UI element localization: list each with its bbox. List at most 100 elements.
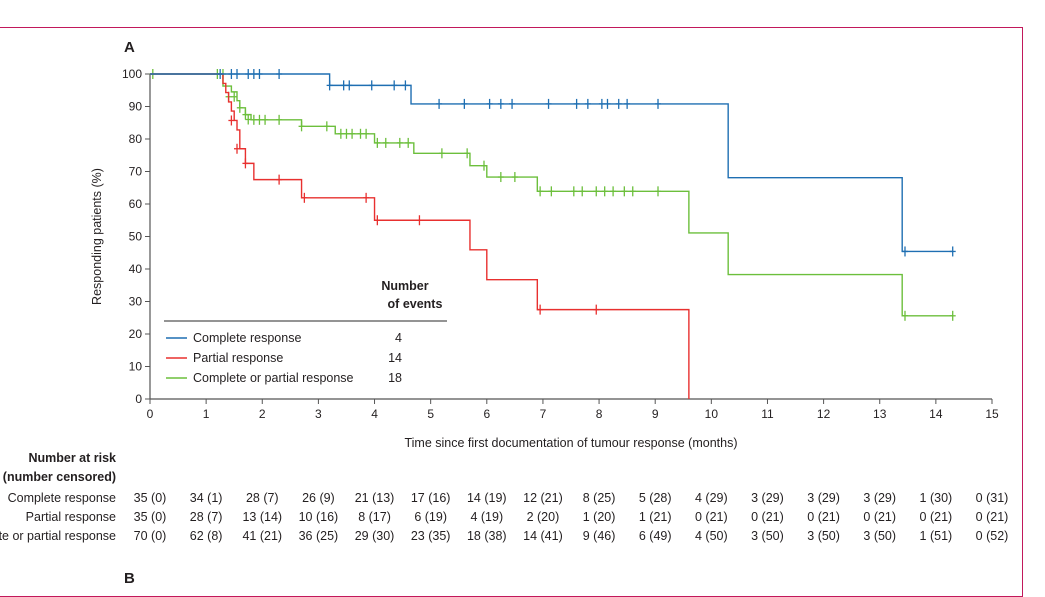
- risk-cell: 4 (29): [695, 491, 728, 505]
- x-tick-label: 11: [761, 407, 774, 421]
- y-tick-label: 90: [129, 100, 143, 114]
- risk-cell: 36 (25): [299, 529, 339, 543]
- risk-cell: 35 (0): [134, 510, 167, 524]
- risk-cell: 41 (21): [242, 529, 282, 543]
- y-tick-label: 50: [129, 230, 143, 244]
- risk-cell: 26 (9): [302, 491, 335, 505]
- risk-cell: 10 (16): [299, 510, 339, 524]
- risk-cell: 0 (21): [807, 510, 840, 524]
- y-tick-label: 60: [129, 197, 143, 211]
- x-tick-label: 8: [596, 407, 603, 421]
- risk-cell: 3 (50): [863, 529, 896, 543]
- x-tick-label: 4: [371, 407, 378, 421]
- x-tick-label: 7: [540, 407, 547, 421]
- risk-cell: 0 (21): [920, 510, 953, 524]
- legend-label: Partial response: [193, 351, 283, 365]
- risk-cell: 5 (28): [639, 491, 672, 505]
- risk-row-label: Complete response: [8, 491, 116, 505]
- risk-table: Number at risk (number censored) Complet…: [0, 451, 1008, 543]
- y-tick-label: 100: [122, 67, 142, 81]
- risk-cell: 12 (21): [523, 491, 563, 505]
- risk-cell: 3 (50): [807, 529, 840, 543]
- x-tick-label: 3: [315, 407, 322, 421]
- x-tick-label: 1: [203, 407, 210, 421]
- risk-cell: 34 (1): [190, 491, 223, 505]
- risk-cell: 1 (30): [920, 491, 953, 505]
- risk-cell: 28 (7): [190, 510, 223, 524]
- risk-cell: 23 (35): [411, 529, 451, 543]
- y-axis-title: Responding patients (%): [90, 168, 104, 305]
- risk-cell: 21 (13): [355, 491, 395, 505]
- risk-row-label: Complete or partial response: [0, 529, 116, 543]
- legend-header-line2: of events: [388, 297, 443, 311]
- x-tick-label: 13: [873, 407, 887, 421]
- risk-cell: 8 (17): [358, 510, 391, 524]
- risk-cell: 3 (29): [863, 491, 896, 505]
- risk-title-line1: Number at risk: [28, 451, 116, 465]
- x-tick-label: 12: [817, 407, 831, 421]
- risk-cell: 13 (14): [242, 510, 282, 524]
- risk-cell: 17 (16): [411, 491, 451, 505]
- x-tick-label: 9: [652, 407, 659, 421]
- risk-cell: 0 (21): [751, 510, 784, 524]
- x-tick-label: 0: [147, 407, 154, 421]
- risk-cell: 14 (41): [523, 529, 563, 543]
- risk-cell: 4 (19): [470, 510, 503, 524]
- risk-cell: 0 (21): [863, 510, 896, 524]
- y-tick-label: 70: [129, 165, 143, 179]
- y-tick-label: 10: [129, 360, 143, 374]
- y-tick-label: 80: [129, 132, 143, 146]
- risk-cell: 1 (51): [920, 529, 953, 543]
- x-tick-label: 2: [259, 407, 266, 421]
- legend-label: Complete or partial response: [193, 371, 354, 385]
- y-tick-label: 40: [129, 262, 143, 276]
- km-curve-series-2: [150, 73, 690, 399]
- risk-cell: 0 (21): [976, 510, 1009, 524]
- risk-title-line2: (number censored): [3, 470, 116, 484]
- risk-cell: 1 (20): [583, 510, 616, 524]
- risk-cell: 3 (50): [751, 529, 784, 543]
- survival-curves: [149, 69, 956, 399]
- risk-cell: 14 (19): [467, 491, 507, 505]
- risk-cell: 35 (0): [134, 491, 167, 505]
- x-tick-label: 6: [483, 407, 490, 421]
- risk-cell: 1 (21): [639, 510, 672, 524]
- y-tick-label: 20: [129, 327, 143, 341]
- risk-cell: 3 (29): [751, 491, 784, 505]
- km-curve-series-1: [150, 73, 953, 253]
- legend-label: Complete response: [193, 331, 301, 345]
- risk-row-label: Partial response: [26, 510, 116, 524]
- x-tick-label: 15: [985, 407, 999, 421]
- x-axis-title: Time since first documentation of tumour…: [404, 436, 737, 450]
- risk-cell: 62 (8): [190, 529, 223, 543]
- x-tick-label: 14: [929, 407, 943, 421]
- risk-cell: 0 (52): [976, 529, 1009, 543]
- risk-cell: 18 (38): [467, 529, 507, 543]
- risk-cell: 3 (29): [807, 491, 840, 505]
- risk-cell: 6 (19): [414, 510, 447, 524]
- x-tick-label: 5: [427, 407, 434, 421]
- panel-label-b: B: [124, 570, 135, 587]
- risk-cell: 29 (30): [355, 529, 395, 543]
- y-tick-label: 30: [129, 295, 143, 309]
- y-tick-label: 0: [135, 392, 142, 406]
- legend: Number of events Complete response 4 Parti…: [164, 279, 447, 385]
- risk-cell: 9 (46): [583, 529, 616, 543]
- risk-cell: 0 (21): [695, 510, 728, 524]
- legend-events: 14: [388, 351, 402, 365]
- legend-header-line1: Number: [381, 279, 428, 293]
- risk-cell: 2 (20): [527, 510, 560, 524]
- risk-cell: 6 (49): [639, 529, 672, 543]
- legend-events: 4: [395, 331, 402, 345]
- risk-cell: 70 (0): [134, 529, 167, 543]
- risk-cell: 8 (25): [583, 491, 616, 505]
- risk-cell: 28 (7): [246, 491, 279, 505]
- legend-events: 18: [388, 371, 402, 385]
- x-tick-label: 10: [705, 407, 719, 421]
- risk-cell: 0 (31): [976, 491, 1009, 505]
- risk-cell: 4 (50): [695, 529, 728, 543]
- panel-label-a: A: [124, 39, 135, 56]
- axes: 0 1 2 3 4 5 6 7 8 9 10 11 12 13 14 15010203040506070809…: [90, 67, 999, 450]
